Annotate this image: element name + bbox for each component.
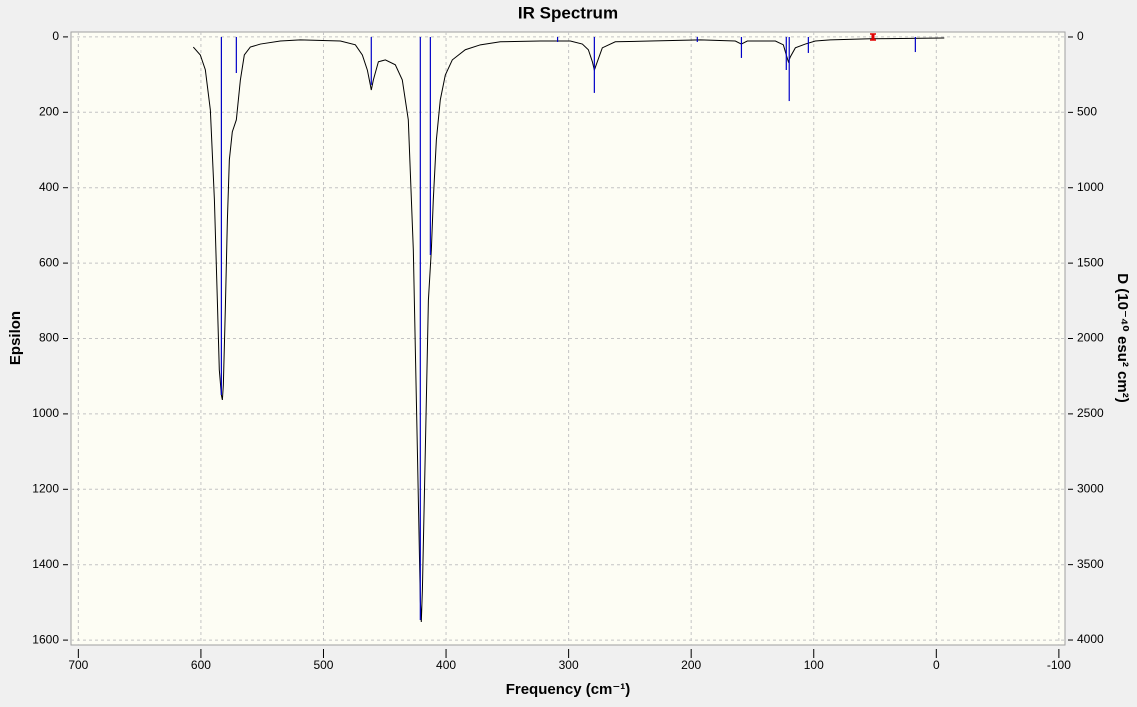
y2-tick-label: 500 — [1077, 105, 1097, 119]
chart-title: IR Spectrum — [518, 3, 618, 22]
y-tick-label: 1400 — [32, 557, 59, 571]
y2-tick-label: 4000 — [1077, 632, 1104, 646]
y2-tick-label: 3500 — [1077, 557, 1104, 571]
selection-marker[interactable] — [870, 33, 876, 41]
y-tick-label: 1600 — [32, 632, 59, 646]
x-tick-label: 400 — [436, 658, 456, 672]
y2-tick-label: 0 — [1077, 29, 1084, 43]
y2-tick-label: 3000 — [1077, 481, 1104, 495]
y-tick-label: 0 — [52, 29, 59, 43]
x-tick-label: 500 — [313, 658, 333, 672]
y2-tick-label: 1500 — [1077, 255, 1104, 269]
y-tick-label: 800 — [39, 331, 59, 345]
x-axis-title: Frequency (cm⁻¹) — [506, 681, 631, 698]
x-tick-label: 300 — [559, 658, 579, 672]
y-tick-label: 400 — [39, 180, 59, 194]
x-tick-label: -100 — [1047, 658, 1071, 672]
spectrum-line — [192, 37, 945, 623]
y-tick-label: 600 — [39, 255, 59, 269]
x-tick-label: 0 — [933, 658, 940, 672]
y-axis-title: Epsilon — [7, 311, 24, 365]
x-tick-label: 200 — [681, 658, 701, 672]
y2-tick-label: 1000 — [1077, 180, 1104, 194]
y-tick-label: 200 — [39, 104, 59, 118]
x-tick-label: 600 — [191, 658, 211, 672]
y2-tick-label: 2000 — [1077, 331, 1104, 345]
y2-tick-label: 2500 — [1077, 406, 1104, 420]
y-tick-label: 1000 — [32, 406, 59, 420]
x-tick-label: 700 — [68, 658, 88, 672]
plot-area — [70, 31, 1066, 646]
y2-axis-title: D (10⁻⁴⁰ esu² cm²) — [1114, 273, 1131, 402]
y-tick-label: 1200 — [32, 481, 59, 495]
x-tick-label: 100 — [804, 658, 824, 672]
